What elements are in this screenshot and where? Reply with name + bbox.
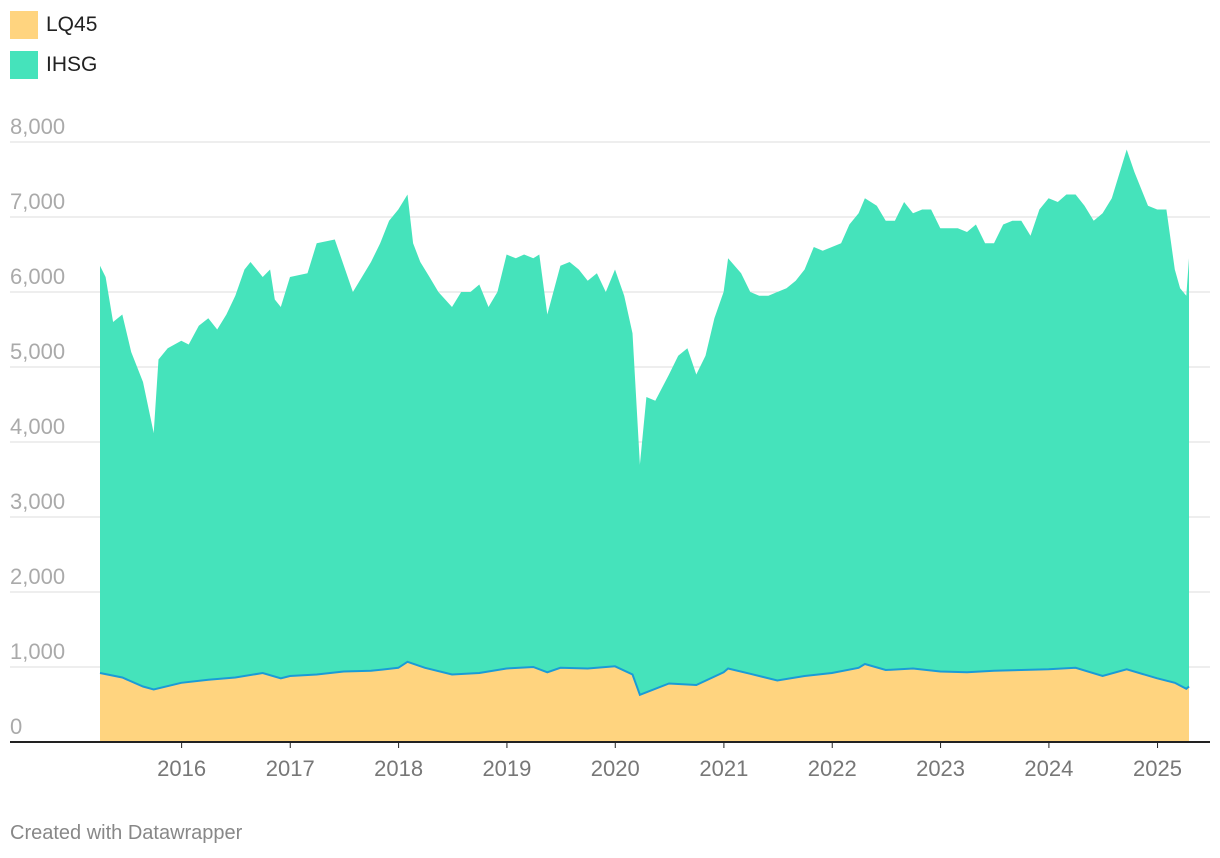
y-axis-tick-labels: 0 1,000 2,000 3,000 4,000 5,000 6,000 7,000 8,00… <box>10 114 65 739</box>
x-tick-label: 2024 <box>1024 756 1073 781</box>
x-tick-label: 2018 <box>374 756 423 781</box>
x-tick-label: 2020 <box>591 756 640 781</box>
y-tick-label: 8,000 <box>10 114 65 139</box>
y-tick-label: 7,000 <box>10 189 65 214</box>
y-tick-label: 0 <box>10 714 22 739</box>
y-tick-label: 5,000 <box>10 339 65 364</box>
area-chart: 0 1,000 2,000 3,000 4,000 5,000 6,000 7,000 8,00… <box>10 114 1210 781</box>
x-tick-label: 2017 <box>266 756 315 781</box>
x-tick-label: 2022 <box>808 756 857 781</box>
y-tick-label: 6,000 <box>10 264 65 289</box>
x-axis-tick-labels: 2016 2017 2018 2019 2020 2021 2022 2023 2024 2025 <box>157 742 1182 781</box>
x-tick-label: 2025 <box>1133 756 1182 781</box>
area-lq45 <box>100 661 1189 742</box>
area-ihsg <box>100 149 1189 742</box>
y-tick-label: 3,000 <box>10 489 65 514</box>
chart-legend: LQ45 IHSG <box>10 10 97 90</box>
legend-item-ihsg: IHSG <box>10 50 97 80</box>
area-series <box>99 149 1190 742</box>
legend-label-ihsg: IHSG <box>46 53 98 76</box>
legend-label-lq45: LQ45 <box>46 13 98 36</box>
legend-swatch-lq45 <box>10 11 38 39</box>
x-tick-label: 2016 <box>157 756 206 781</box>
x-tick-label: 2023 <box>916 756 965 781</box>
y-tick-label: 2,000 <box>10 564 65 589</box>
x-tick-label: 2019 <box>482 756 531 781</box>
y-tick-label: 4,000 <box>10 414 65 439</box>
line-lq45 <box>99 660 1190 697</box>
y-tick-label: 1,000 <box>10 639 65 664</box>
legend-item-lq45: LQ45 <box>10 10 97 40</box>
x-tick-label: 2021 <box>699 756 748 781</box>
legend-swatch-ihsg <box>10 51 38 79</box>
footer-credit: Created with Datawrapper <box>10 822 243 844</box>
